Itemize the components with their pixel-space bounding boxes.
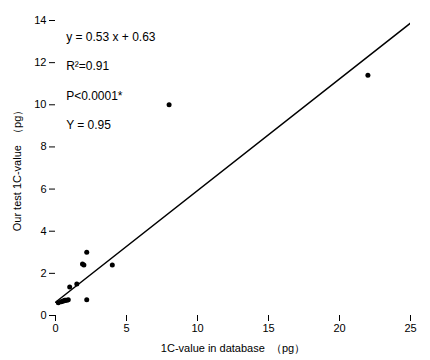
svg-text:2: 2	[40, 267, 46, 279]
svg-text:6: 6	[40, 183, 46, 195]
svg-text:20: 20	[333, 322, 345, 334]
svg-text:25: 25	[404, 322, 416, 334]
svg-text:8: 8	[40, 140, 46, 152]
svg-text:Υ = 0.95: Υ = 0.95	[66, 118, 111, 132]
svg-text:1C-value in database （pg）: 1C-value in database （pg）	[161, 342, 305, 354]
svg-text:y = 0.53 x + 0.63: y = 0.53 x + 0.63	[66, 30, 156, 44]
svg-text:Our test 1C-value （pg）: Our test 1C-value （pg）	[11, 105, 23, 232]
svg-text:12: 12	[34, 56, 46, 68]
svg-text:4: 4	[40, 225, 46, 237]
svg-text:10: 10	[34, 98, 46, 110]
svg-text:R²=0.91: R²=0.91	[66, 59, 109, 73]
svg-text:0: 0	[52, 322, 58, 334]
svg-text:5: 5	[123, 322, 129, 334]
svg-text:14: 14	[34, 14, 46, 26]
svg-text:0: 0	[40, 309, 46, 321]
svg-text:P<0.0001*: P<0.0001*	[66, 89, 123, 103]
svg-text:10: 10	[191, 322, 203, 334]
svg-text:15: 15	[262, 322, 274, 334]
